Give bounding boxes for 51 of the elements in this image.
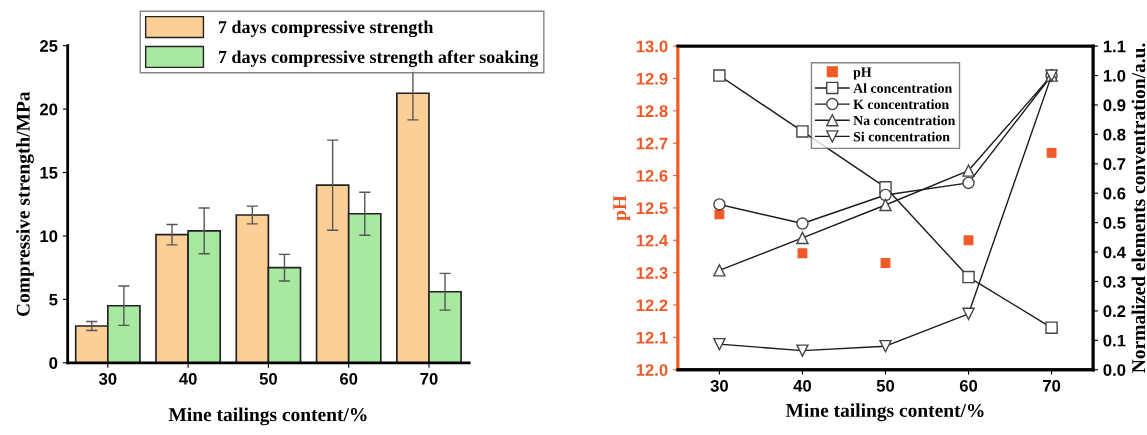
legend-label: Na concentration (853, 115, 956, 126)
y2-tick-label: 0.8 (1103, 128, 1126, 141)
x-tick-label: 40 (179, 372, 197, 385)
y2-tick-label: 1.1 (1103, 40, 1126, 53)
y2-axis-title: Normalized elements conventration/a.u. (1131, 43, 1146, 373)
y-axis-title: Compressive strength/MPa (16, 91, 34, 317)
legend-label: Al concentration (853, 83, 953, 93)
x-tick-label: 40 (793, 379, 812, 392)
x-tick-label: 70 (1043, 379, 1061, 392)
y-tick-label: 10 (40, 230, 58, 243)
legend-label: pH (853, 67, 872, 80)
y-tick-label: 15 (40, 167, 58, 179)
y-tick-label: 12.5 (636, 202, 668, 215)
x-axis-title: Mine tailings content/% (168, 407, 367, 426)
legend-label: Si concentration (853, 131, 950, 142)
legend-label: K concentration (853, 99, 949, 110)
y2-tick-label: 0.3 (1103, 275, 1126, 288)
x-tick-label: 30 (710, 379, 728, 392)
y2-tick-label: 0.1 (1103, 334, 1126, 347)
y2-tick-label: 0.0 (1103, 364, 1126, 376)
y-tick-label: 20 (39, 103, 58, 116)
x-tick-label: 50 (259, 372, 277, 385)
x-axis-title: Mine tailings content/% (785, 403, 984, 422)
y-tick-label: 12.1 (636, 331, 668, 344)
y-tick-label: 25 (39, 40, 58, 52)
y-tick-label: 12.2 (636, 299, 668, 312)
y2-tick-label: 0.9 (1103, 99, 1126, 112)
y-tick-label: 12.9 (636, 72, 668, 85)
y2-tick-label: 0.7 (1103, 158, 1126, 170)
legend-label: 7 days compressive strength after soaking (218, 50, 539, 67)
y-tick-label: 12.0 (636, 364, 668, 376)
y-tick-label: 13.0 (636, 40, 668, 53)
y-tick-label: 12.3 (636, 267, 668, 279)
y2-tick-label: 0.5 (1103, 217, 1126, 229)
x-tick-label: 50 (876, 379, 895, 392)
x-tick-label: 70 (420, 372, 438, 385)
y2-tick-label: 0.6 (1103, 187, 1126, 200)
y-tick-label: 12.7 (636, 137, 668, 150)
y-axis-title: pH (613, 195, 631, 221)
y-tick-label: 0 (49, 357, 58, 369)
y2-tick-label: 0.4 (1103, 246, 1126, 259)
legend-label: 7 days compressive strength (218, 20, 434, 38)
y-tick-label: 12.8 (636, 105, 668, 118)
y2-tick-label: 0.2 (1103, 305, 1126, 318)
x-tick-label: 30 (98, 372, 117, 385)
y-tick-label: 12.6 (636, 169, 668, 182)
y-tick-label: 12.4 (636, 234, 669, 247)
x-tick-label: 60 (340, 372, 358, 385)
y2-tick-label: 1.0 (1103, 69, 1126, 82)
x-tick-label: 60 (959, 379, 978, 392)
y-tick-label: 5 (49, 293, 58, 306)
